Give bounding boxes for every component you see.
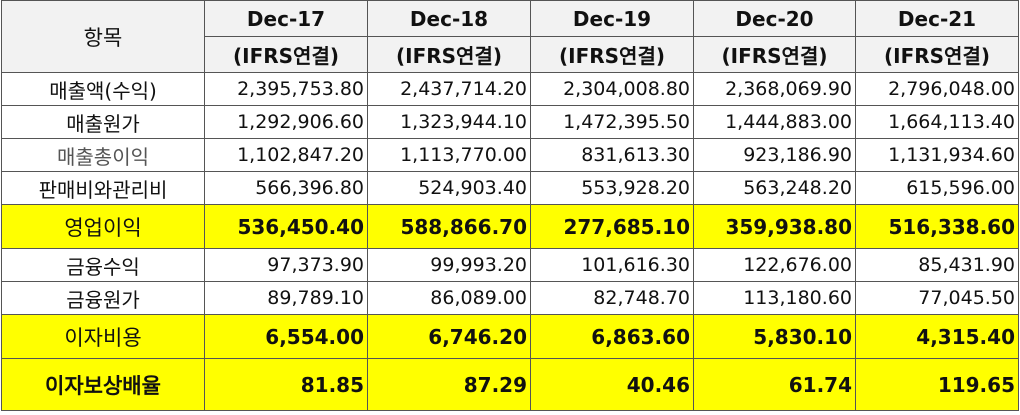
value-cell: 2,796,048.00 bbox=[855, 72, 1019, 106]
value-cell: 77,045.50 bbox=[855, 281, 1019, 315]
header-row-basis: (IFRS연결) (IFRS연결) (IFRS연결) (IFRS연결) (IFR… bbox=[2, 36, 1019, 73]
value-cell: 516,338.60 bbox=[855, 204, 1019, 249]
value-cell: 1,472,395.50 bbox=[530, 105, 694, 139]
basis-header: (IFRS연결) bbox=[530, 36, 694, 73]
year-header: Dec-21 bbox=[855, 0, 1019, 37]
year-header: Dec-18 bbox=[367, 0, 531, 37]
table-row-revenue: 매출액(수익) 2,395,753.80 2,437,714.20 2,304,… bbox=[1, 72, 1019, 106]
value-cell: 2,437,714.20 bbox=[367, 72, 531, 106]
value-cell: 1,444,883.00 bbox=[693, 105, 856, 139]
item-column-header: 항목 bbox=[1, 0, 205, 73]
value-cell: 2,368,069.90 bbox=[693, 72, 856, 106]
value-cell: 6,746.20 bbox=[367, 314, 531, 359]
row-label: 매출원가 bbox=[1, 105, 205, 139]
row-label: 이자비용 bbox=[1, 314, 205, 359]
table-row-finance-cost: 금융원가 89,789.10 86,089.00 82,748.70 113,1… bbox=[1, 281, 1019, 315]
row-label: 매출총이익 bbox=[1, 138, 205, 172]
year-header: Dec-19 bbox=[530, 0, 694, 37]
header-row-years: 항목 Dec-17 Dec-18 Dec-19 Dec-20 Dec-21 bbox=[1, 0, 1019, 73]
value-cell: 277,685.10 bbox=[530, 204, 694, 249]
value-cell: 97,373.90 bbox=[204, 248, 368, 282]
value-cell: 82,748.70 bbox=[530, 281, 694, 315]
value-cell: 1,323,944.10 bbox=[367, 105, 531, 139]
row-label: 판매비와관리비 bbox=[1, 171, 205, 205]
value-cell: 4,315.40 bbox=[855, 314, 1019, 359]
value-cell: 113,180.60 bbox=[693, 281, 856, 315]
year-header: Dec-20 bbox=[693, 0, 856, 37]
row-label: 이자보상배율 bbox=[1, 358, 205, 411]
value-cell: 2,395,753.80 bbox=[204, 72, 368, 106]
value-cell: 1,102,847.20 bbox=[204, 138, 368, 172]
value-cell: 1,131,934.60 bbox=[855, 138, 1019, 172]
value-cell: 40.46 bbox=[530, 358, 694, 411]
value-cell: 553,928.20 bbox=[530, 171, 694, 205]
value-cell: 87.29 bbox=[367, 358, 531, 411]
table-row-cost-of-sales: 매출원가 1,292,906.60 1,323,944.10 1,472,395… bbox=[1, 105, 1019, 139]
value-cell: 524,903.40 bbox=[367, 171, 531, 205]
value-cell: 99,993.20 bbox=[367, 248, 531, 282]
table-row-interest-coverage: 이자보상배율 81.85 87.29 40.46 61.74 119.65 bbox=[1, 358, 1019, 411]
table-row-operating-profit: 영업이익 536,450.40 588,866.70 277,685.10 35… bbox=[1, 204, 1019, 249]
value-cell: 89,789.10 bbox=[204, 281, 368, 315]
basis-header: (IFRS연결) bbox=[367, 36, 531, 73]
value-cell: 1,292,906.60 bbox=[204, 105, 368, 139]
value-cell: 122,676.00 bbox=[693, 248, 856, 282]
value-cell: 5,830.10 bbox=[693, 314, 856, 359]
row-label: 금융수익 bbox=[1, 248, 205, 282]
row-label: 금융원가 bbox=[1, 281, 205, 315]
basis-header: (IFRS연결) bbox=[855, 36, 1019, 73]
value-cell: 588,866.70 bbox=[367, 204, 531, 249]
value-cell: 2,304,008.80 bbox=[530, 72, 694, 106]
year-header: Dec-17 bbox=[204, 0, 368, 37]
value-cell: 1,664,113.40 bbox=[855, 105, 1019, 139]
value-cell: 86,089.00 bbox=[367, 281, 531, 315]
table-row-sga: 판매비와관리비 566,396.80 524,903.40 553,928.20… bbox=[1, 171, 1019, 205]
value-cell: 563,248.20 bbox=[693, 171, 856, 205]
value-cell: 566,396.80 bbox=[204, 171, 368, 205]
value-cell: 831,613.30 bbox=[530, 138, 694, 172]
value-cell: 923,186.90 bbox=[693, 138, 856, 172]
row-label: 매출액(수익) bbox=[1, 72, 205, 106]
row-label: 영업이익 bbox=[1, 204, 205, 249]
value-cell: 81.85 bbox=[204, 358, 368, 411]
value-cell: 615,596.00 bbox=[855, 171, 1019, 205]
value-cell: 85,431.90 bbox=[855, 248, 1019, 282]
value-cell: 6,554.00 bbox=[204, 314, 368, 359]
table-row-finance-income: 금융수익 97,373.90 99,993.20 101,616.30 122,… bbox=[1, 248, 1019, 282]
value-cell: 1,113,770.00 bbox=[367, 138, 531, 172]
value-cell: 61.74 bbox=[693, 358, 856, 411]
table-row-interest-expense: 이자비용 6,554.00 6,746.20 6,863.60 5,830.10… bbox=[1, 314, 1019, 359]
value-cell: 536,450.40 bbox=[204, 204, 368, 249]
value-cell: 6,863.60 bbox=[530, 314, 694, 359]
value-cell: 101,616.30 bbox=[530, 248, 694, 282]
basis-header: (IFRS연결) bbox=[693, 36, 856, 73]
basis-header: (IFRS연결) bbox=[204, 36, 368, 73]
value-cell: 359,938.80 bbox=[693, 204, 856, 249]
value-cell: 119.65 bbox=[855, 358, 1019, 411]
table-row-gross-profit: 매출총이익 1,102,847.20 1,113,770.00 831,613.… bbox=[1, 138, 1019, 172]
